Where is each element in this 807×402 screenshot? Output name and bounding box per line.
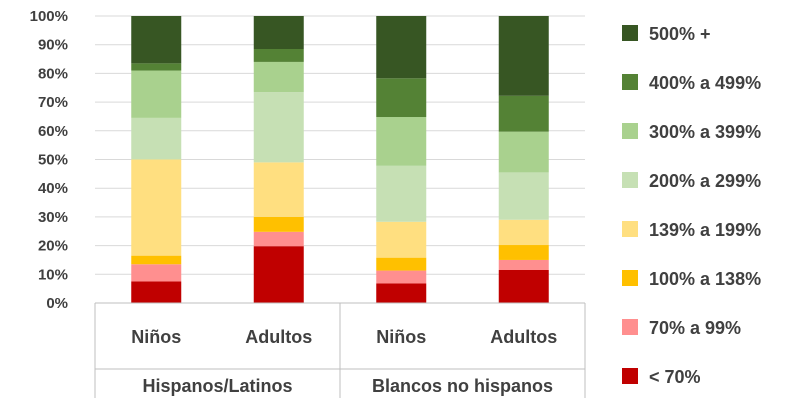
bar-segment — [498, 131, 549, 173]
bar-segment — [498, 219, 549, 246]
bar-segment — [253, 246, 304, 303]
y-tick-label: 50% — [38, 152, 68, 169]
bar-segment — [253, 231, 304, 247]
legend-label: 200% a 299% — [649, 171, 761, 191]
bar-segment — [253, 49, 304, 62]
bar-segment — [131, 117, 182, 160]
legend-swatch — [622, 368, 638, 384]
x-axis-category-labels: Niños Adultos Niños Adultos Hispanos/Latinos… — [131, 327, 557, 396]
legend-swatch — [622, 319, 638, 335]
bar-segment — [498, 269, 549, 303]
legend-swatch — [622, 74, 638, 90]
bar-segment — [253, 162, 304, 217]
y-tick-label: 20% — [38, 238, 68, 255]
y-tick-label: 60% — [38, 123, 68, 140]
y-tick-label: 100% — [30, 8, 68, 25]
x-group-label: Hispanos/Latinos — [142, 376, 292, 396]
bar-segment — [131, 255, 182, 265]
bar-segment — [498, 16, 549, 96]
x-category-label: Niños — [376, 327, 426, 347]
y-tick-label: 80% — [38, 65, 68, 82]
bar-segment — [376, 283, 427, 303]
x-group-label: Blancos no hispanos — [372, 376, 553, 396]
x-category-label: Adultos — [245, 327, 312, 347]
y-tick-label: 40% — [38, 180, 68, 197]
x-category-label: Adultos — [490, 327, 557, 347]
bar-segment — [131, 281, 182, 303]
legend-swatch — [622, 270, 638, 286]
legend-swatch — [622, 123, 638, 139]
bar-segment — [131, 63, 182, 71]
bar-segment — [376, 117, 427, 166]
legend-swatch — [622, 25, 638, 41]
bar-segment — [376, 270, 427, 284]
bar-segment — [253, 61, 304, 93]
bar-segment — [131, 16, 182, 64]
legend-swatch — [622, 221, 638, 237]
legend-label: 100% a 138% — [649, 269, 761, 289]
legend-swatch — [622, 172, 638, 188]
legend-label: < 70% — [649, 367, 701, 387]
y-tick-label: 0% — [46, 295, 68, 312]
bar-segment — [253, 216, 304, 232]
y-tick-label: 10% — [38, 266, 68, 283]
x-category-label: Niños — [131, 327, 181, 347]
bar-segment — [253, 16, 304, 50]
bar-segment — [498, 245, 549, 260]
legend-label: 300% a 399% — [649, 122, 761, 142]
legend-label: 139% a 199% — [649, 220, 761, 240]
y-tick-label: 30% — [38, 209, 68, 226]
bar-segment — [376, 165, 427, 222]
y-tick-label: 70% — [38, 94, 68, 111]
bar-segment — [376, 78, 427, 118]
bar-segment — [253, 92, 304, 163]
legend-label: 400% a 499% — [649, 73, 761, 93]
bar-segment — [131, 159, 182, 256]
bars — [131, 16, 549, 303]
y-axis-tick-labels: 0% 10% 20% 30% 40% 50% 60% 70% 80% 90% 100% — [30, 8, 68, 312]
bar-segment — [376, 221, 427, 258]
bar-segment — [376, 16, 427, 79]
bar-segment — [131, 70, 182, 118]
bar-segment — [131, 264, 182, 282]
bar-segment — [376, 257, 427, 271]
bar-segment — [498, 172, 549, 220]
bar-segment — [498, 259, 549, 270]
bar-segment — [498, 95, 549, 132]
legend-label: 70% a 99% — [649, 318, 741, 338]
y-tick-label: 90% — [38, 37, 68, 54]
legend: 500% + 400% a 499% 300% a 399% 200% a 299% 1… — [622, 24, 761, 387]
axes — [94, 302, 586, 398]
legend-label: 500% + — [649, 24, 711, 44]
